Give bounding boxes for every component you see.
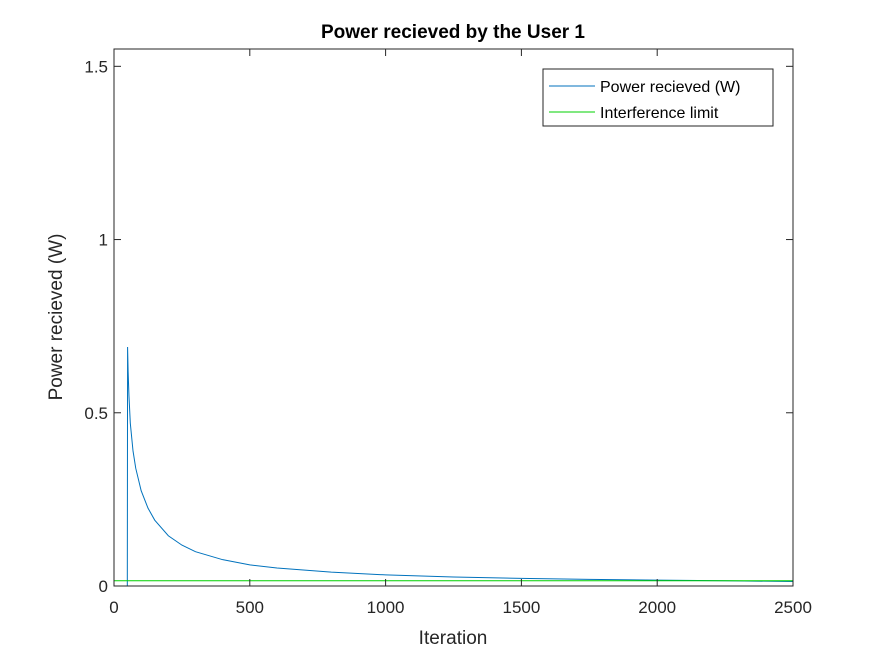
legend-box — [542, 68, 774, 127]
series-line-power-recieved — [114, 346, 794, 587]
series-layer — [114, 346, 794, 587]
legend-label-interference: Interference limit — [600, 105, 719, 122]
y-axis-label: Power recieved (W) — [46, 234, 67, 401]
y-tick-label: 1.5 — [84, 57, 108, 76]
axes-box — [113, 48, 794, 587]
x-tick-label: 2000 — [638, 598, 676, 617]
x-tick-label: 2500 — [774, 598, 812, 617]
y-tick-label: 0.5 — [84, 404, 108, 423]
x-axis-label: Iteration — [419, 628, 488, 649]
y-tick-label: 0 — [99, 577, 108, 596]
x-axis: 0 500 1000 1500 2000 2500 — [109, 49, 812, 617]
legend-label-power: Power recieved (W) — [600, 79, 740, 96]
legend: Power recieved (W) Interference limit — [542, 68, 774, 127]
plot-area — [114, 49, 793, 586]
x-tick-label: 0 — [109, 598, 118, 617]
y-axis: 0 0.5 1 1.5 — [84, 57, 793, 596]
x-tick-label: 500 — [236, 598, 264, 617]
chart-title: Power recieved by the User 1 — [321, 22, 585, 43]
y-tick-label: 1 — [99, 231, 108, 250]
x-tick-label: 1000 — [367, 598, 405, 617]
x-tick-label: 1500 — [502, 598, 540, 617]
